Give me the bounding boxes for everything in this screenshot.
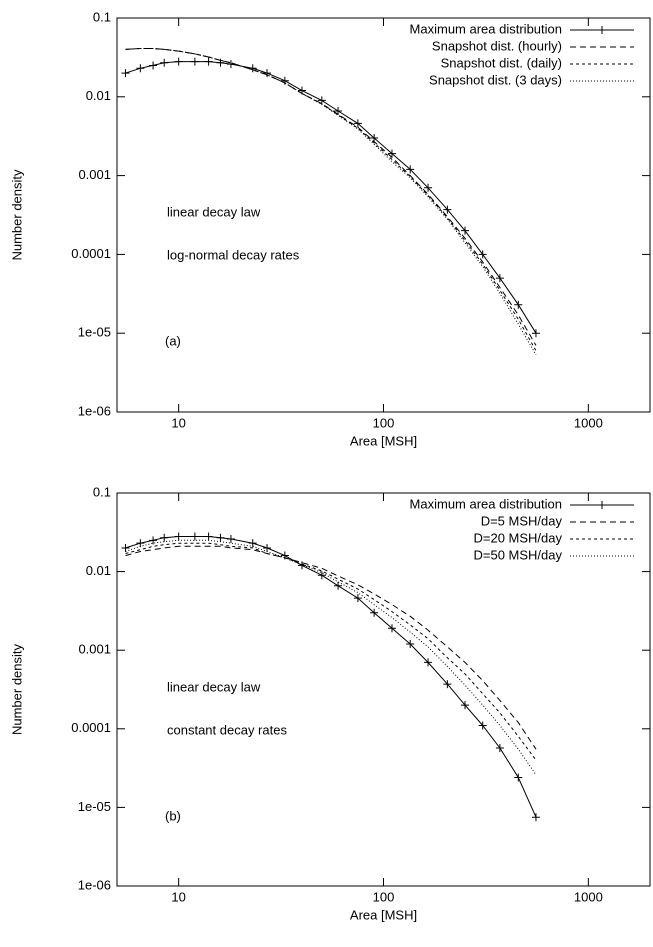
marker [478, 721, 487, 730]
y-tick-label: 0.0001 [71, 720, 111, 735]
marker [149, 61, 158, 70]
marker [461, 701, 470, 710]
legend-label: Snapshot dist. (3 days) [429, 72, 562, 87]
marker [174, 57, 183, 66]
marker [263, 543, 272, 552]
y-tick-label: 1e-06 [78, 403, 111, 418]
marker [495, 274, 504, 283]
marker [387, 624, 396, 633]
y-tick-label: 0.1 [93, 484, 111, 499]
marker [406, 639, 415, 648]
y-tick-label: 1e-06 [78, 877, 111, 892]
marker [334, 107, 343, 116]
marker [406, 165, 415, 174]
y-tick-label: 0.01 [86, 88, 111, 103]
x-tick-label: 100 [373, 415, 395, 430]
y-tick-label: 0.001 [78, 642, 111, 657]
annotation: (a) [165, 333, 181, 348]
marker [387, 149, 396, 158]
y-tick-label: 0.0001 [71, 246, 111, 261]
annotation: (b) [165, 808, 181, 823]
series-line [125, 536, 537, 818]
marker [334, 581, 343, 590]
marker [353, 119, 362, 128]
marker [424, 183, 433, 192]
marker [370, 608, 379, 617]
marker [121, 543, 130, 552]
legend-label: Maximum area distribution [410, 496, 562, 511]
legend-marker [598, 26, 606, 34]
x-tick-label: 1000 [574, 889, 603, 904]
marker [136, 64, 145, 73]
marker [174, 532, 183, 541]
series-line [125, 61, 537, 334]
marker [190, 532, 199, 541]
series-line [125, 542, 537, 761]
x-tick-label: 10 [171, 415, 185, 430]
marker [204, 532, 213, 541]
marker [531, 813, 540, 822]
marker [461, 226, 470, 235]
y-tick-label: 0.01 [86, 563, 111, 578]
legend-label: Snapshot dist. (daily) [441, 55, 562, 70]
marker [370, 134, 379, 143]
y-axis-label: Number density [9, 169, 24, 261]
marker [443, 205, 452, 214]
x-tick-label: 100 [373, 889, 395, 904]
marker [353, 594, 362, 603]
series-line [125, 545, 537, 750]
marker [531, 329, 540, 338]
series-line [125, 48, 537, 356]
x-axis-label: Area [MSH] [350, 907, 417, 922]
marker [121, 69, 130, 78]
marker [495, 743, 504, 752]
y-axis-label: Number density [9, 643, 24, 735]
marker [160, 58, 169, 67]
marker [317, 571, 326, 580]
y-tick-label: 0.001 [78, 167, 111, 182]
y-tick-label: 0.1 [93, 9, 111, 24]
y-tick-label: 1e-05 [78, 325, 111, 340]
annotation: linear decay law [167, 679, 261, 694]
marker [149, 536, 158, 545]
marker [514, 300, 523, 309]
marker [424, 658, 433, 667]
x-tick-label: 10 [171, 889, 185, 904]
legend-label: D=50 MSH/day [473, 547, 562, 562]
x-axis-label: Area [MSH] [350, 433, 417, 448]
series-line [125, 48, 537, 351]
legend-marker [598, 501, 606, 509]
legend-label: Snapshot dist. (hourly) [432, 38, 562, 53]
y-tick-label: 1e-05 [78, 799, 111, 814]
annotation: constant decay rates [167, 722, 287, 737]
x-tick-label: 1000 [574, 415, 603, 430]
series-line [125, 48, 537, 346]
panel: 0.1 0.01 0.001 0.0001 1e-05 1e-06 10 100 1000 Are… [9, 484, 651, 922]
marker [160, 533, 169, 542]
panel: 0.1 0.01 0.001 0.0001 1e-05 1e-06 10 100 1000 Are… [9, 9, 651, 448]
legend-label: D=20 MSH/day [473, 530, 562, 545]
annotation: log-normal decay rates [167, 247, 300, 262]
marker [248, 64, 257, 73]
marker [297, 561, 306, 570]
marker [263, 69, 272, 78]
marker [204, 57, 213, 66]
legend-label: D=5 MSH/day [481, 513, 563, 528]
marker [280, 76, 289, 85]
marker [443, 680, 452, 689]
legend-label: Maximum area distribution [410, 21, 562, 36]
marker [226, 534, 235, 543]
marker [514, 773, 523, 782]
marker [190, 57, 199, 66]
marker [317, 96, 326, 105]
series-line [125, 539, 537, 776]
marker [216, 533, 225, 542]
marker [478, 250, 487, 259]
annotation: linear decay law [167, 204, 261, 219]
